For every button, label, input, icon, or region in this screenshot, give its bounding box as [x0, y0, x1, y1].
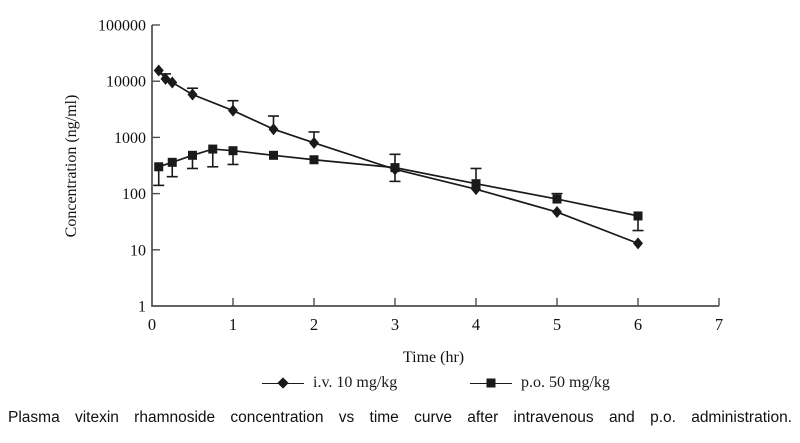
legend-line-po — [470, 378, 512, 388]
x-axis-ticks: 0 1 2 3 4 5 6 7 — [148, 298, 723, 334]
square-marker-icon — [228, 146, 238, 156]
y-tick-label: 1 — [138, 299, 146, 316]
legend-label-po: p.o. 50 mg/kg — [521, 374, 610, 391]
chart-legend: i.v. 10 mg/kg p.o. 50 mg/kg — [0, 374, 800, 394]
diamond-marker-icon — [187, 88, 198, 101]
series-line — [158, 69, 639, 245]
y-tick-label: 10000 — [106, 74, 146, 91]
square-marker-icon — [486, 378, 496, 388]
series-line — [158, 148, 639, 217]
legend-line-iv — [262, 377, 304, 389]
diamond-marker-icon — [228, 104, 238, 117]
x-tick-label: 3 — [391, 315, 399, 334]
axis-lines — [151, 25, 719, 307]
square-marker-icon — [309, 155, 319, 165]
square-marker-icon — [167, 157, 177, 167]
diamond-marker-icon — [633, 237, 643, 250]
y-axis-title: Concentration (ng/ml) — [63, 95, 80, 238]
square-marker-icon — [390, 163, 400, 173]
diamond-marker-icon — [167, 76, 178, 89]
y-tick-label: 1000 — [114, 130, 146, 147]
legend-label-iv: i.v. 10 mg/kg — [313, 374, 398, 391]
x-tick-label: 1 — [229, 315, 237, 334]
legend-item-po: p.o. 50 mg/kg — [470, 374, 610, 392]
diamond-marker-icon — [309, 136, 319, 149]
iv-series — [153, 64, 643, 250]
square-marker-icon — [154, 162, 164, 172]
square-marker-icon — [552, 194, 562, 204]
diamond-marker-icon — [153, 64, 164, 77]
diamond-marker-icon — [552, 206, 562, 219]
y-tick-label: 100000 — [98, 18, 146, 35]
square-marker-icon — [269, 150, 278, 160]
figure-caption: Plasma vitexin rhamnoside concentration … — [8, 409, 792, 426]
x-tick-label: 4 — [472, 315, 480, 334]
diamond-marker-icon — [268, 123, 279, 136]
concentration-time-chart: 1 10 100 1000 10000 100000 0 1 2 3 4 5 6 7 Time (hr) Co… — [0, 18, 800, 394]
y-axis-ticks: 1 10 100 1000 10000 100000 — [98, 18, 160, 316]
x-tick-label: 6 — [634, 315, 642, 334]
y-tick-label: 100 — [122, 186, 146, 203]
x-tick-label: 5 — [553, 315, 561, 334]
square-marker-icon — [633, 211, 643, 221]
diamond-marker-icon — [277, 377, 289, 389]
legend-item-iv: i.v. 10 mg/kg — [262, 374, 397, 392]
square-marker-icon — [208, 144, 218, 154]
x-axis-title: Time (hr) — [403, 349, 464, 366]
x-tick-label: 0 — [148, 315, 156, 334]
y-tick-label: 10 — [130, 242, 146, 259]
x-tick-label: 2 — [310, 315, 318, 334]
square-marker-icon — [188, 150, 197, 160]
po-series — [153, 144, 644, 232]
square-marker-icon — [471, 179, 481, 189]
x-tick-label: 7 — [715, 315, 723, 334]
